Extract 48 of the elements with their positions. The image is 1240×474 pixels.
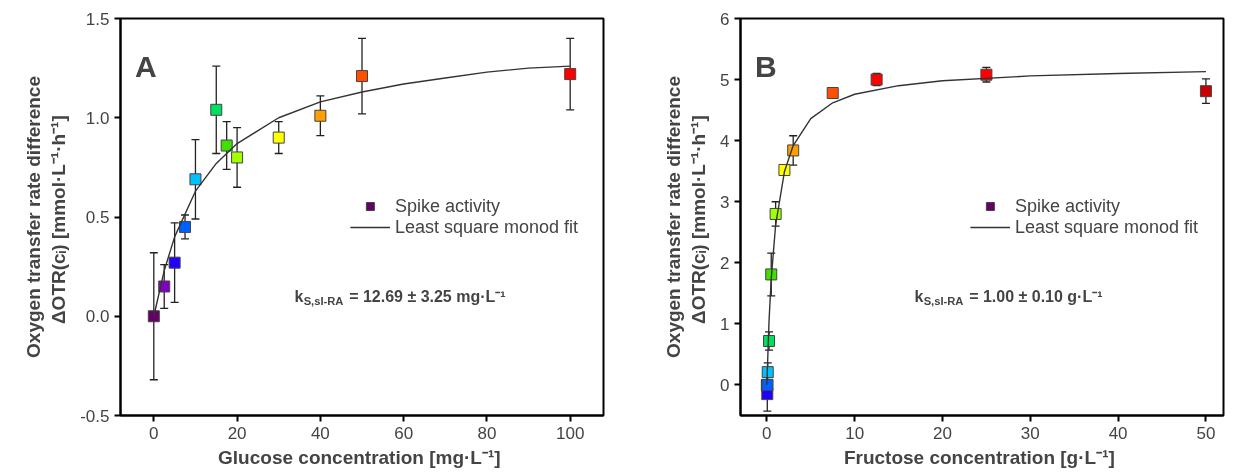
x-tick-label: 60 (394, 423, 414, 443)
x-tick-label: 20 (227, 423, 247, 443)
legend-label: Spike activity (1014, 195, 1120, 217)
y-axis-title: Oxygen transfer rate difference ΔOTR(cᵢ) [mmol·L⁻¹·h⁻¹] (662, 76, 710, 358)
point (220, 139, 233, 152)
y-tick-label: -0.5 (80, 406, 110, 426)
point (1199, 85, 1212, 98)
point (231, 151, 244, 164)
legend-label: Spike activity (394, 195, 500, 217)
point (272, 131, 285, 144)
legend-label: Least square monod fit (1014, 216, 1198, 238)
point (763, 334, 776, 347)
x-axis-title: Fructose concentration [g·L⁻¹] (843, 446, 1115, 468)
x-tick-label: 20 (933, 423, 952, 443)
legend-label: Least square monod fit (394, 216, 578, 238)
y-tick-label: 0 (720, 375, 730, 395)
point (314, 109, 327, 122)
y-tick-label: 0.5 (85, 208, 110, 227)
x-tick-label: 80 (477, 423, 497, 443)
point (189, 173, 202, 186)
annotation: B (754, 49, 777, 83)
y-tick-label: 3 (720, 192, 730, 212)
y-tick-label: 2 (720, 253, 730, 273)
x-tick-label: 50 (1196, 423, 1216, 443)
y-tick-label: 6 (720, 9, 730, 29)
y-tick-label: 1.5 (85, 9, 110, 29)
x-tick-label: 100 (556, 423, 585, 443)
point (564, 68, 577, 81)
x-tick-label: 0 (149, 423, 159, 443)
y-tick-label: 1 (720, 314, 730, 334)
point (179, 220, 192, 233)
x-axis-title: Glucose concentration [mg·L⁻¹] (218, 446, 501, 468)
point (356, 70, 368, 83)
y-axis-title: Oxygen transfer rate difference ΔOTR(cᵢ) [mmol·L⁻¹·h⁻¹] (23, 76, 70, 358)
x-tick-label: 10 (845, 423, 865, 443)
x-tick-label: 40 (1108, 423, 1128, 443)
point (147, 310, 160, 323)
x-tick-label: 30 (1020, 423, 1040, 443)
y-tick-label: 5 (720, 70, 730, 90)
point (826, 87, 839, 100)
y-tick-label: 1.0 (85, 108, 110, 128)
x-tick-label: 40 (310, 423, 330, 443)
point (168, 256, 181, 269)
point (210, 103, 223, 116)
x-tick-label: 0 (762, 423, 772, 443)
y-tick-label: 4 (720, 131, 730, 151)
y-tick-label: 0.0 (85, 307, 110, 327)
annotation: A (134, 49, 157, 83)
